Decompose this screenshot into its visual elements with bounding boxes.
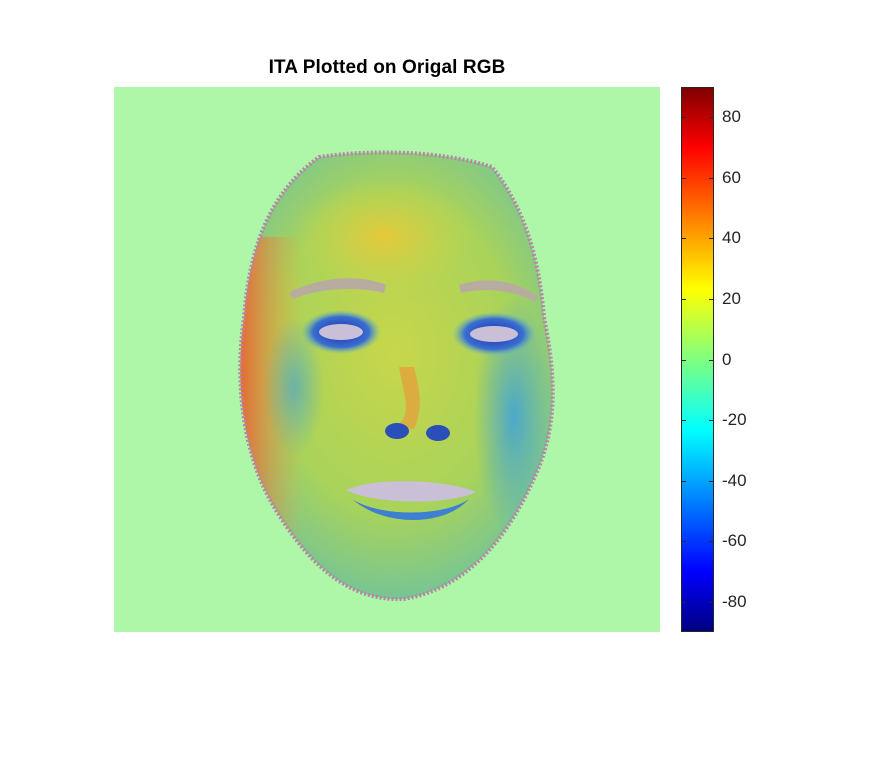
colorbar-tick-mark bbox=[681, 420, 686, 421]
colorbar-tick-label: -40 bbox=[722, 470, 747, 490]
colorbar-tick-mark bbox=[709, 541, 714, 542]
colorbar-tick-mark bbox=[681, 299, 686, 300]
colorbar-tick-mark bbox=[709, 238, 714, 239]
colorbar bbox=[681, 87, 714, 632]
colorbar-tick-mark bbox=[709, 360, 714, 361]
face-region bbox=[240, 152, 553, 600]
colorbar-tick-mark bbox=[709, 117, 714, 118]
colorbar-tick-mark bbox=[681, 541, 686, 542]
heatmap-image bbox=[114, 87, 660, 632]
chart-title: ITA Plotted on Origal RGB bbox=[268, 57, 506, 78]
colorbar-tick-mark bbox=[681, 481, 686, 482]
colorbar-tick-mark bbox=[709, 420, 714, 421]
colorbar-tick-label: -20 bbox=[722, 410, 747, 430]
colorbar-tick-mark bbox=[681, 117, 686, 118]
colorbar-tick-mark bbox=[681, 238, 686, 239]
colorbar-tick-label: 20 bbox=[722, 288, 741, 308]
colorbar-tick-label: -80 bbox=[722, 591, 747, 611]
colorbar-tick-mark bbox=[681, 602, 686, 603]
colorbar-tick-mark bbox=[709, 602, 714, 603]
colorbar-tick-label: 40 bbox=[722, 228, 741, 248]
colorbar-tick-label: 80 bbox=[722, 107, 741, 127]
colorbar-tick-mark bbox=[709, 299, 714, 300]
colorbar-tick-mark bbox=[709, 481, 714, 482]
colorbar-tick-label: -60 bbox=[722, 531, 747, 551]
colorbar-tick-mark bbox=[709, 178, 714, 179]
colorbar-tick-mark bbox=[681, 178, 686, 179]
colorbar-tick-mark bbox=[681, 360, 686, 361]
colorbar-tick-label: 60 bbox=[722, 167, 741, 187]
colorbar-tick-label: 0 bbox=[722, 349, 732, 369]
